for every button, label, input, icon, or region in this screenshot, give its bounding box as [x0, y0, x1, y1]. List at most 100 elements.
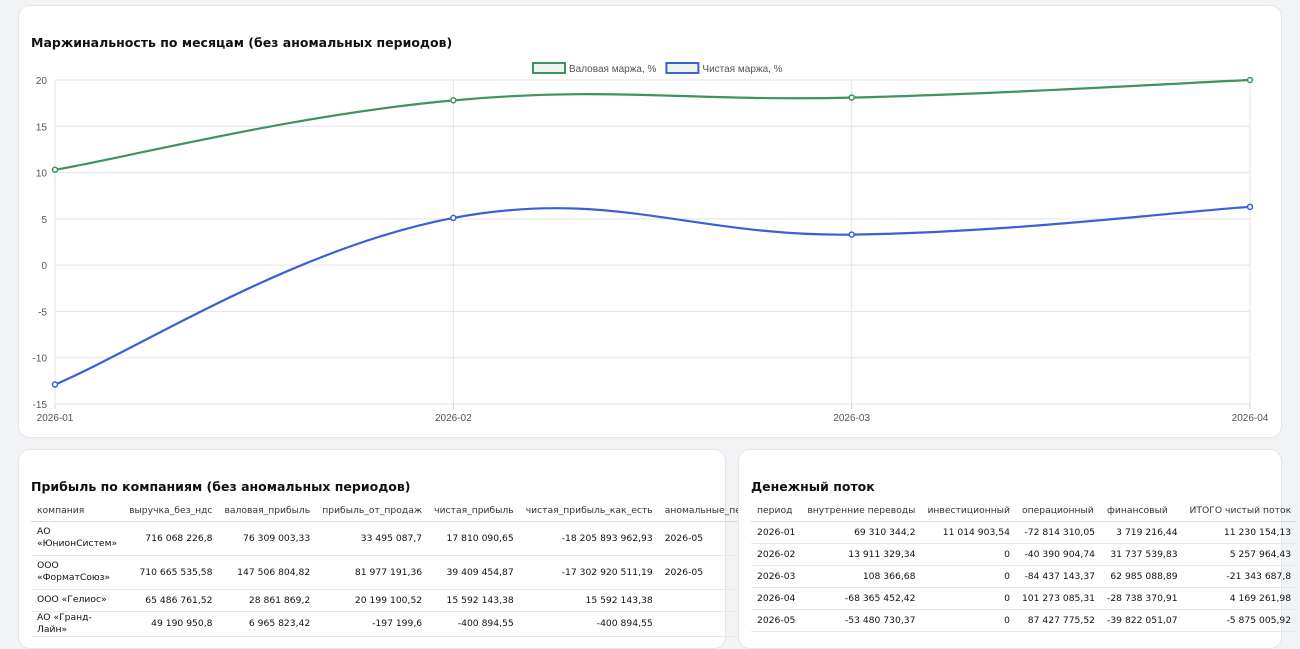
- operating-cell: 87 427 775,52: [1015, 609, 1102, 632]
- investing-cell: 0: [921, 587, 1016, 610]
- table-row: АО «Гранд-Лайн» 49 190 950,8 6 965 823,4…: [31, 611, 778, 637]
- y-tick-label: 15: [36, 122, 48, 133]
- cash-flow-card: Денежный поток период внутренние перевод…: [738, 449, 1298, 649]
- y-tick-label: -5: [38, 307, 47, 318]
- y-tick-label: 5: [41, 215, 47, 226]
- total-net-flow-cell: -5 875 005,92: [1183, 609, 1298, 632]
- total-net-flow-cell: 11 230 154,13: [1183, 521, 1298, 544]
- y-tick-label: 10: [36, 169, 48, 180]
- table-row: 2026-05 -53 480 730,37 0 87 427 775,52 -…: [751, 609, 1298, 632]
- internal-transfers-cell: -53 480 730,37: [801, 609, 922, 632]
- x-tick-label: 2026-04: [1232, 413, 1269, 424]
- period-cell: 2026-05: [751, 609, 802, 632]
- operating-cell: -40 390 904,74: [1015, 543, 1102, 566]
- total-net-flow-cell: 5 257 964,43: [1183, 543, 1298, 566]
- cash-card-title: Денежный поток: [751, 479, 875, 494]
- operating-cell: 101 273 085,31: [1015, 587, 1102, 610]
- revenue-cell: 716 068 226,8: [123, 521, 219, 556]
- margin-line-chart: 20 15 10 5 0 -5 -10 -15 2026-01 2026-02 2026-03 202…: [33, 62, 1269, 424]
- data-point[interactable]: [51, 381, 59, 388]
- col-header-net-profit-as-is[interactable]: чистая_прибыль_как_есть: [519, 500, 659, 522]
- profit-by-company-card: Прибыль по компаниям (без аномальных пер…: [18, 449, 778, 649]
- col-header-gross-profit[interactable]: валовая_прибыль: [218, 500, 317, 522]
- investing-cell: 0: [921, 565, 1016, 588]
- investing-cell: 0: [921, 543, 1016, 566]
- data-point[interactable]: [450, 97, 457, 104]
- company-cell: АО «Гранд-Лайн»: [31, 611, 124, 637]
- profit-table: компания выручка_без_ндс валовая_прибыль…: [31, 500, 778, 637]
- col-header-company[interactable]: компания: [31, 500, 124, 522]
- period-cell: 2026-03: [751, 565, 802, 588]
- data-point[interactable]: [450, 214, 457, 222]
- table-row: 2026-03 108 366,68 0 -84 437 143,37 62 9…: [751, 565, 1298, 588]
- total-net-flow-cell: 4 169 261,98: [1183, 587, 1298, 610]
- col-header-total-net-flow[interactable]: ИТОГО чистый поток: [1183, 500, 1298, 522]
- col-header-operating[interactable]: операционный: [1015, 500, 1102, 522]
- gross-profit-cell: 147 506 804,82: [218, 555, 317, 590]
- table-row: 2026-01 69 310 344,2 11 014 903,54 -72 8…: [751, 521, 1298, 544]
- data-point[interactable]: [848, 231, 855, 238]
- legend-swatch[interactable]: [532, 62, 566, 74]
- col-header-period[interactable]: период: [751, 500, 802, 522]
- legend-label[interactable]: Валовая маржа, %: [569, 64, 657, 75]
- period-cell: 2026-04: [751, 587, 802, 610]
- col-header-revenue[interactable]: выручка_без_ндс: [123, 500, 219, 522]
- revenue-cell: 65 486 761,52: [123, 589, 219, 612]
- operating-cell: -72 814 310,05: [1015, 521, 1102, 544]
- period-cell: 2026-02: [751, 543, 802, 566]
- net-profit-cell: 17 810 090,65: [428, 521, 520, 556]
- net-profit-as-is-cell: 15 592 143,38: [519, 589, 659, 612]
- y-tick-label: -15: [33, 400, 48, 411]
- internal-transfers-cell: 108 366,68: [801, 565, 922, 588]
- col-header-net-profit[interactable]: чистая_прибыль: [428, 500, 520, 522]
- data-point[interactable]: [848, 94, 855, 101]
- legend-swatch[interactable]: [665, 62, 700, 74]
- company-cell: ООО «Гелиос»: [31, 589, 124, 612]
- table-row: ООО «ФорматСоюз» 710 665 535,58 147 506 …: [31, 555, 778, 590]
- financing-cell: 3 719 216,44: [1101, 521, 1184, 544]
- financing-cell: 62 985 088,89: [1101, 565, 1184, 588]
- gross-profit-cell: 76 309 003,33: [218, 521, 317, 556]
- sales-profit-cell: 20 199 100,52: [316, 589, 429, 612]
- company-cell: ООО «ФорматСоюз»: [31, 555, 124, 590]
- net-profit-as-is-cell: -400 894,55: [519, 611, 659, 637]
- cash-flow-table: период внутренние переводы инвестиционны…: [751, 500, 1298, 632]
- net-profit-cell: -400 894,55: [428, 611, 520, 637]
- gross-profit-cell: 28 861 869,2: [218, 589, 317, 612]
- x-tick-label: 2026-01: [37, 413, 74, 424]
- financing-cell: -39 822 051,07: [1101, 609, 1184, 632]
- operating-cell: -84 437 143,37: [1015, 565, 1102, 588]
- data-point[interactable]: [1246, 203, 1254, 211]
- series-line-gross-margin: [54, 78, 1251, 171]
- profit-table-header-row: компания выручка_без_ндс валовая_прибыль…: [31, 500, 778, 522]
- net-profit-as-is-cell: -17 302 920 511,19: [519, 555, 659, 590]
- internal-transfers-cell: 69 310 344,2: [801, 521, 922, 544]
- financing-cell: 31 737 539,83: [1101, 543, 1184, 566]
- sales-profit-cell: 33 495 087,7: [316, 521, 429, 556]
- table-row: АО «ЮнионСистем» 716 068 226,8 76 309 00…: [31, 521, 778, 556]
- investing-cell: 11 014 903,54: [921, 521, 1016, 544]
- col-header-sales-profit[interactable]: прибыль_от_продаж: [316, 500, 429, 522]
- gross-profit-cell: 6 965 823,42: [218, 611, 317, 637]
- margin-chart-card: Маржинальность по месяцам (без аномальны…: [18, 5, 1282, 438]
- revenue-cell: 710 665 535,58: [123, 555, 219, 590]
- table-row: 2026-04 -68 365 452,42 0 101 273 085,31 …: [751, 587, 1298, 610]
- company-cell: АО «ЮнионСистем»: [31, 521, 124, 556]
- data-point[interactable]: [51, 166, 59, 174]
- y-tick-label: 20: [36, 76, 48, 87]
- col-header-internal-transfers[interactable]: внутренние переводы: [801, 500, 922, 522]
- x-tick-label: 2026-02: [435, 413, 472, 424]
- data-point[interactable]: [1246, 76, 1254, 84]
- chart-title: Маржинальность по месяцам (без аномальны…: [31, 35, 453, 50]
- investing-cell: 0: [921, 609, 1016, 632]
- col-header-financing[interactable]: финансовый: [1101, 500, 1184, 522]
- col-header-investing[interactable]: инвестиционный: [921, 500, 1016, 522]
- y-tick-label: -10: [33, 354, 48, 365]
- sales-profit-cell: 81 977 191,36: [316, 555, 429, 590]
- net-profit-cell: 39 409 454,87: [428, 555, 520, 590]
- table-row: ООО «Гелиос» 65 486 761,52 28 861 869,2 …: [31, 589, 778, 612]
- period-cell: 2026-01: [751, 521, 802, 544]
- y-tick-label: 0: [41, 261, 47, 272]
- table-row: 2026-02 13 911 329,34 0 -40 390 904,74 3…: [751, 543, 1298, 566]
- legend-label[interactable]: Чистая маржа, %: [702, 64, 782, 75]
